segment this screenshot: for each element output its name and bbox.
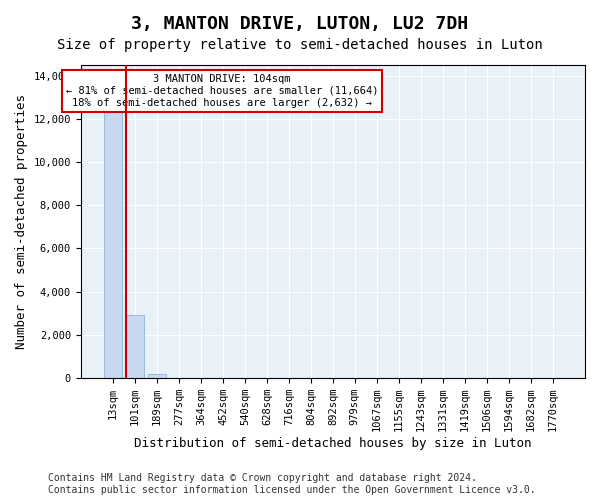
Text: 3, MANTON DRIVE, LUTON, LU2 7DH: 3, MANTON DRIVE, LUTON, LU2 7DH — [131, 15, 469, 33]
Bar — [125, 316, 145, 378]
Y-axis label: Number of semi-detached properties: Number of semi-detached properties — [15, 94, 28, 349]
Text: Contains HM Land Registry data © Crown copyright and database right 2024.
Contai: Contains HM Land Registry data © Crown c… — [48, 474, 536, 495]
Bar — [148, 374, 166, 378]
Text: Size of property relative to semi-detached houses in Luton: Size of property relative to semi-detach… — [57, 38, 543, 52]
Bar — [104, 83, 122, 378]
X-axis label: Distribution of semi-detached houses by size in Luton: Distribution of semi-detached houses by … — [134, 437, 532, 450]
Text: 3 MANTON DRIVE: 104sqm
← 81% of semi-detached houses are smaller (11,664)
18% of: 3 MANTON DRIVE: 104sqm ← 81% of semi-det… — [66, 74, 378, 108]
